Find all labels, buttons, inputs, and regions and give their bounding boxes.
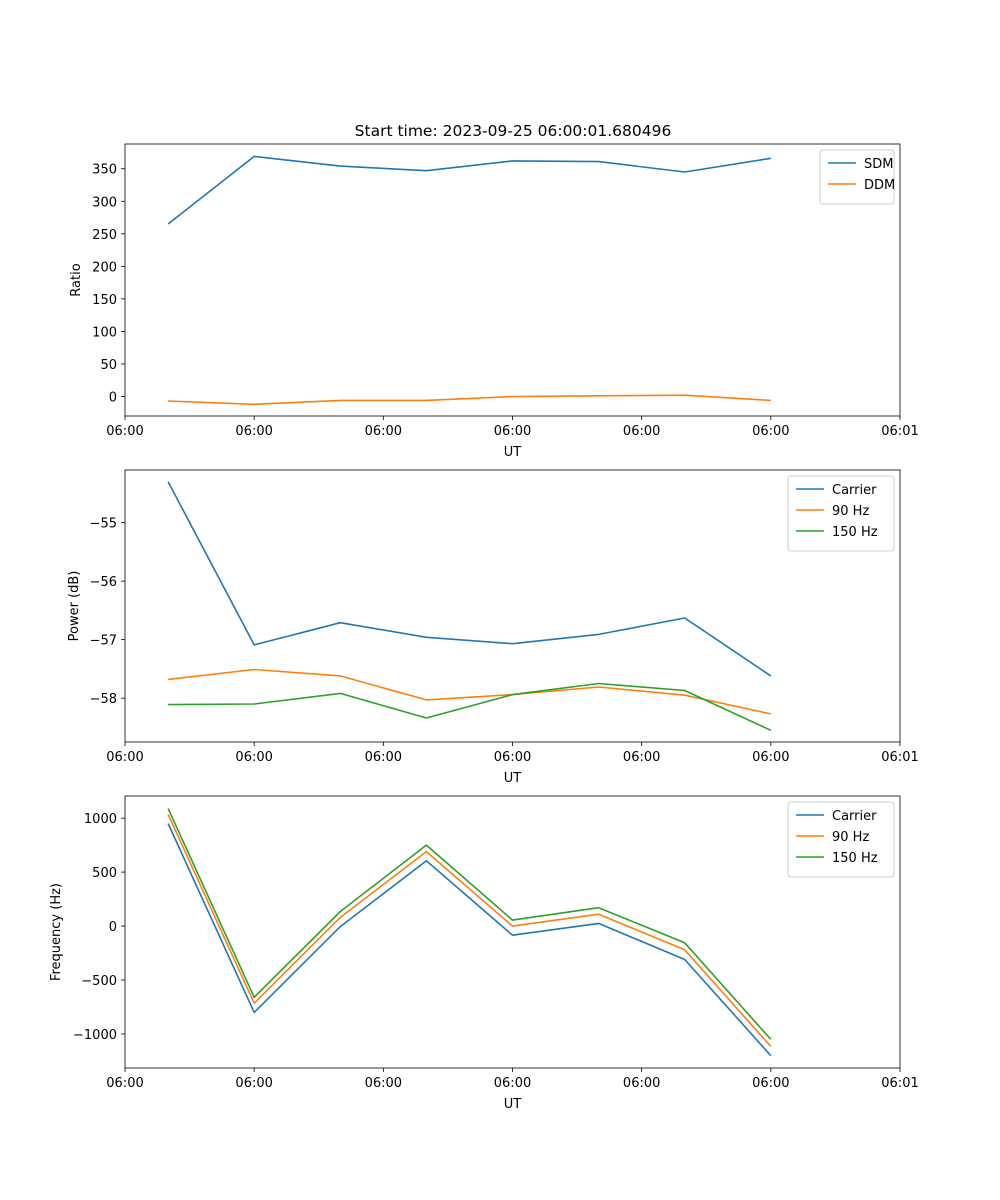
power-legend-box [787, 475, 895, 552]
frequency-x-axis-label: UT [504, 1097, 522, 1112]
frequency-y-tick-label: −500 [81, 974, 117, 989]
ratio-x-tick-label: 06:00 [365, 424, 402, 439]
power-x-tick-label: 06:00 [623, 750, 660, 765]
frequency-legend: Carrier 90 Hz 150 Hz [787, 801, 895, 878]
ratio-legend: SDM DDM [819, 149, 895, 205]
frequency-legend-label-150-hz: 150 Hz [832, 851, 878, 866]
frequency-y-tick-label: 0 [109, 920, 117, 935]
frequency-series-carrier-line [167, 823, 772, 1057]
ratio-x-tick-label: 06:00 [235, 424, 272, 439]
power-x-tick-label: 06:01 [881, 750, 918, 765]
frequency-y-axis-label: Frequency (Hz) [49, 883, 64, 981]
power-x-tick-label: 06:00 [752, 750, 789, 765]
power-legend-label-90-hz: 90 Hz [832, 504, 869, 519]
frequency-x-tick-label: 06:01 [881, 1076, 918, 1091]
ratio-legend-label-ddm: DDM [864, 178, 895, 193]
power-y-tick-label: −57 [90, 634, 117, 649]
power-y-tick-label: −58 [90, 692, 117, 707]
frequency-legend-box [787, 801, 895, 878]
frequency-legend-label-carrier: Carrier [832, 809, 877, 824]
frequency-series-90-hz-line [167, 813, 772, 1047]
frequency-x-tick-label: 06:00 [235, 1076, 272, 1091]
ratio-y-tick-label: 300 [92, 195, 117, 210]
frequency-y-tick-label: 500 [92, 866, 117, 881]
figure-title: Start time: 2023-09-25 06:00:01.680496 [355, 122, 672, 140]
ratio-x-tick-label: 06:00 [494, 424, 531, 439]
power-axes-frame [124, 469, 901, 743]
ratio-y-tick-label: 0 [109, 390, 117, 405]
ratio-x-tick-label: 06:01 [881, 424, 918, 439]
power-x-tick-label: 06:00 [106, 750, 143, 765]
power-panel: 06:00 06:00 06:00 06:00 06:00 06:00 06:01 −58 −5… [67, 469, 919, 786]
frequency-series-150-hz-line [167, 808, 772, 1040]
power-series-150-hz-line [168, 682, 772, 732]
ratio-x-tick-label: 06:00 [106, 424, 143, 439]
power-y-tick-label: −55 [90, 517, 117, 532]
frequency-y-tick-label: 1000 [84, 812, 117, 827]
frequency-x-tick-label: 06:00 [106, 1076, 143, 1091]
ratio-x-axis-label: UT [504, 445, 522, 460]
power-x-tick-label: 06:00 [365, 750, 402, 765]
ratio-legend-label-sdm: SDM [864, 157, 893, 172]
ratio-axes-frame [124, 143, 901, 417]
power-y-axis-label: Power (dB) [67, 571, 82, 642]
ratio-series-sdm-line [167, 155, 771, 225]
ratio-x-tick-label: 06:00 [752, 424, 789, 439]
frequency-panel: 06:00 06:00 06:00 06:00 06:00 06:00 06:01 −1000… [49, 795, 919, 1112]
frequency-x-tick-label: 06:00 [494, 1076, 531, 1091]
power-legend: Carrier 90 Hz 150 Hz [787, 475, 895, 552]
ratio-x-tick-label: 06:00 [623, 424, 660, 439]
frequency-x-tick-label: 06:00 [623, 1076, 660, 1091]
power-x-axis-label: UT [504, 771, 522, 786]
ratio-y-tick-label: 50 [100, 358, 117, 373]
frequency-y-tick-label: −1000 [73, 1028, 117, 1043]
ratio-panel: 06:00 06:00 06:00 06:00 06:00 06:00 06:01 0 50 10… [69, 143, 919, 460]
ratio-series-ddm-line [168, 394, 771, 406]
frequency-legend-label-90-hz: 90 Hz [832, 830, 869, 845]
power-y-tick-label: −56 [90, 575, 117, 590]
frequency-x-tick-label: 06:00 [365, 1076, 402, 1091]
power-legend-label-carrier: Carrier [832, 483, 877, 498]
ratio-y-tick-label: 150 [92, 293, 117, 308]
frequency-x-tick-label: 06:00 [752, 1076, 789, 1091]
ratio-y-tick-label: 100 [92, 325, 117, 340]
ratio-y-tick-label: 350 [92, 163, 117, 178]
power-series-carrier-line [167, 481, 772, 677]
power-x-tick-label: 06:00 [235, 750, 272, 765]
ratio-y-tick-label: 200 [92, 260, 117, 275]
ratio-y-tick-label: 250 [92, 228, 117, 243]
power-x-tick-label: 06:00 [494, 750, 531, 765]
power-series-90-hz-line [168, 668, 771, 715]
power-legend-label-150-hz: 150 Hz [832, 525, 878, 540]
ratio-y-axis-label: Ratio [69, 263, 84, 296]
frequency-axes-frame [124, 795, 901, 1069]
